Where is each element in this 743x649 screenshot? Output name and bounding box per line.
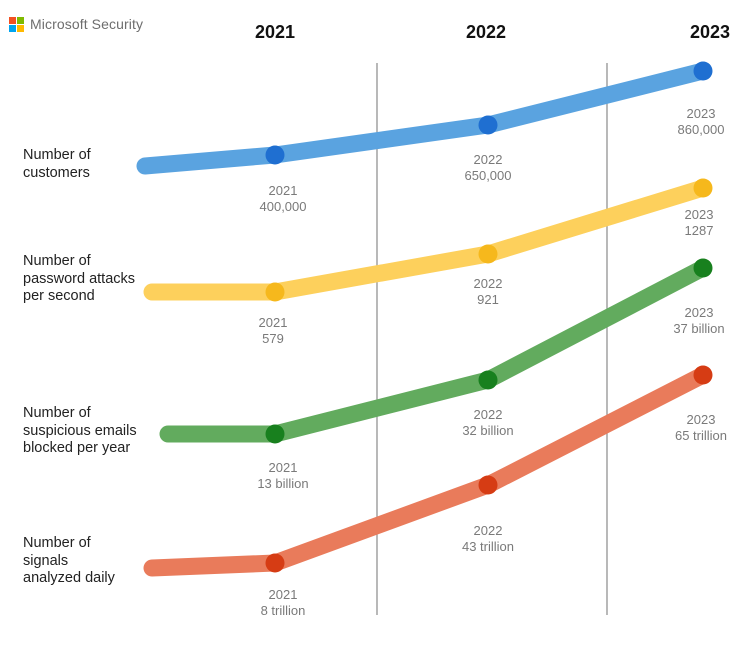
data-point	[265, 145, 285, 165]
brand-name: Microsoft Security	[30, 16, 144, 32]
metric-label-signals: Number of signals analyzed daily	[23, 535, 115, 586]
data-point	[693, 178, 713, 198]
logo-square-blue	[9, 24, 16, 32]
microsoft-logo-icon	[9, 16, 24, 32]
data-label-value: 43 trillion	[462, 539, 514, 554]
data-label-value: 8 trillion	[261, 603, 306, 618]
series-line	[136, 62, 712, 175]
data-label-value: 860,000	[678, 122, 725, 137]
data-point	[693, 365, 713, 385]
data-label-value: 921	[477, 292, 499, 307]
data-point	[478, 370, 498, 390]
data-point	[265, 553, 285, 573]
data-label-value: 65 trillion	[675, 428, 727, 443]
data-label-value: 400,000	[260, 199, 307, 214]
data-label-value: 1287	[685, 223, 714, 238]
data-label-year: 2021	[269, 183, 298, 198]
metric-label-customers: Number of customers	[23, 147, 91, 181]
data-label-year: 2022	[474, 407, 503, 422]
data-label-value: 579	[262, 331, 284, 346]
year-header-2023: 2023	[689, 22, 731, 42]
data-point	[693, 61, 713, 81]
data-label-year: 2021	[269, 587, 298, 602]
data-label-year: 2022	[474, 276, 503, 291]
series-line	[143, 179, 712, 301]
series-line	[143, 366, 712, 577]
data-label-year: 2021	[269, 460, 298, 475]
series-line	[159, 259, 712, 443]
data-label-value: 32 billion	[462, 423, 513, 438]
data-label-year: 2022	[474, 152, 503, 167]
data-label-year: 2022	[474, 523, 503, 538]
year-header-2022: 2022	[465, 22, 507, 42]
data-point	[478, 244, 498, 264]
data-label-year: 2023	[687, 106, 716, 121]
data-label-year: 2023	[685, 305, 714, 320]
logo-square-red	[9, 16, 16, 24]
data-label-value: 13 billion	[257, 476, 308, 491]
metric-label-password-attacks: Number of password attacks per second	[23, 253, 136, 304]
data-label-value: 650,000	[465, 168, 512, 183]
data-point	[265, 282, 285, 302]
data-point	[478, 115, 498, 135]
logo-square-yellow	[17, 24, 24, 32]
data-label-value: 37 billion	[673, 321, 724, 336]
data-point	[265, 424, 285, 444]
data-point	[478, 475, 498, 495]
brand-logo: Microsoft Security	[9, 16, 143, 32]
data-label-year: 2023	[685, 207, 714, 222]
data-point	[693, 258, 713, 278]
data-label-year: 2023	[687, 412, 716, 427]
logo-square-green	[17, 16, 24, 24]
metric-label-suspicious-emails: Number of suspicious emails blocked per …	[23, 405, 137, 456]
year-header-2021: 2021	[254, 22, 296, 42]
data-label-year: 2021	[259, 315, 288, 330]
